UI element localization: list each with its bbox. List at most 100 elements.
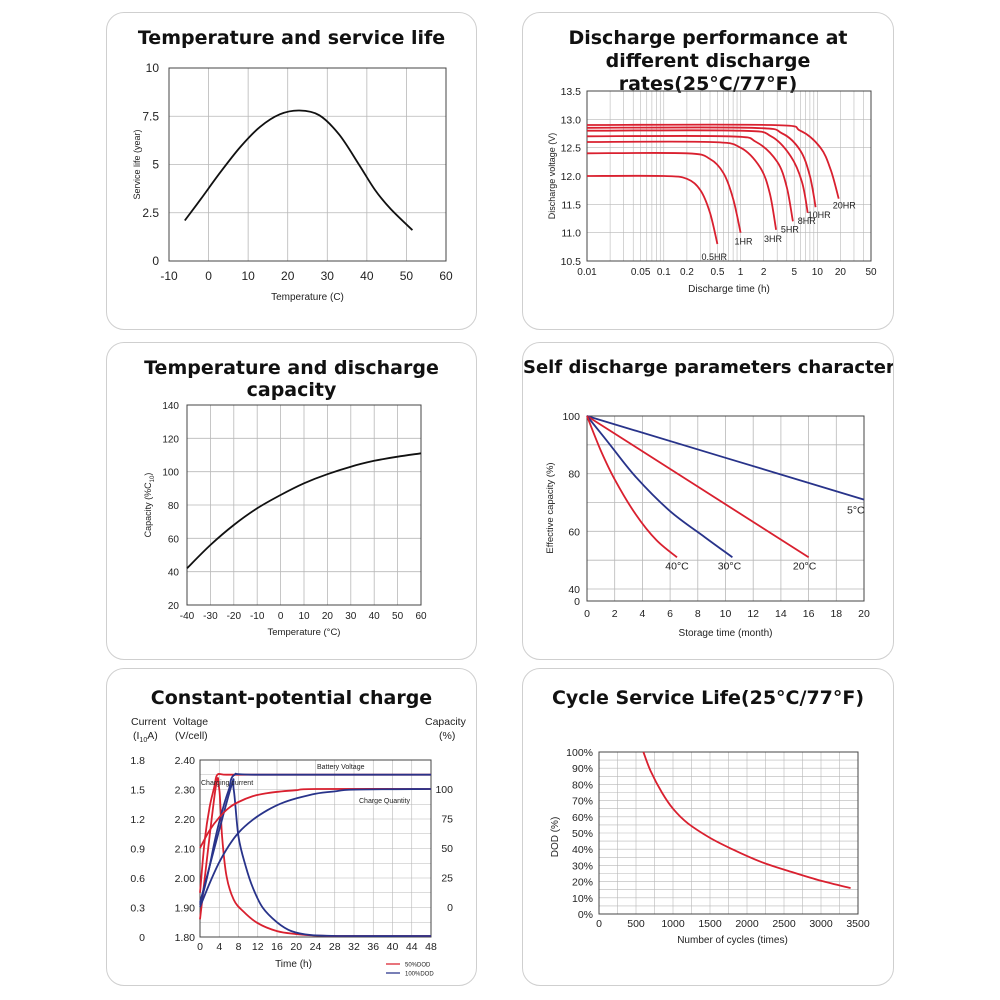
series-label: 3HR (764, 234, 783, 244)
x-tick-label: 12 (252, 941, 264, 953)
x-tick-label: 40 (387, 941, 399, 953)
plot-frame (199, 759, 432, 938)
x-tick-label: 40 (369, 611, 381, 622)
chart-card-self-discharge: Self discharge parameters characteristic… (522, 342, 894, 660)
capacity-tick-label: 0 (447, 902, 453, 914)
x-tick-label: 0.5 (710, 267, 724, 278)
x-tick-label: 0 (584, 608, 590, 620)
x-axis-label: Discharge time (h) (688, 284, 770, 295)
y-tick-label: 60% (572, 812, 593, 824)
series-label: 10HR (808, 210, 832, 220)
series-label: 20°C (793, 560, 817, 572)
plot-frame (586, 415, 865, 602)
series-label: 0.5HR (701, 252, 727, 262)
x-tick-label: 0.1 (657, 267, 671, 278)
x-tick-label: 5 (791, 267, 797, 278)
x-tick-label: 0 (205, 269, 212, 283)
x-tick-label: 10 (720, 608, 732, 620)
series-label: 1HR (735, 237, 754, 247)
series-label: 40°C (665, 560, 689, 572)
capacity-tick-label: 25 (441, 873, 453, 885)
capacity-tick-label: 50 (441, 843, 453, 855)
y-tick-label: 5 (152, 158, 159, 172)
capacity-tick-label: 100 (435, 784, 453, 796)
y-axis-label: Capacity (%C10) (143, 473, 156, 538)
y-tick-label: 11.0 (561, 228, 581, 240)
voltage-tick-label: 1.80 (175, 932, 196, 944)
x-tick-label: 60 (415, 611, 427, 622)
x-tick-label: 2000 (735, 918, 759, 930)
x-tick-label: 4 (639, 608, 645, 620)
annotation-label: Charge Quantity (359, 798, 410, 805)
x-tick-label: 16 (803, 608, 815, 620)
x-axis-label: Temperature (C) (271, 292, 344, 303)
series-line (586, 415, 678, 558)
x-tick-label: -20 (227, 611, 242, 622)
chart-discharge-capacity: -40 -30 -20 -10 0 10 20 30 40 50 60 20 40 60 80 100 120 1… (143, 401, 427, 638)
x-tick-label: 20 (322, 611, 334, 622)
y-tick-label: 50% (572, 828, 593, 840)
y-tick-label: 0% (578, 909, 593, 921)
voltage-tick-label: 2.30 (175, 785, 196, 797)
y-tick-label: 30% (572, 860, 593, 872)
x-tick-label: 0 (278, 611, 284, 622)
chart-discharge-performance: 0.01 0.05 0.1 0.2 0.5 1 2 5 10 20 50 10.5 11.0 11.5 12… (547, 86, 877, 295)
chart-card-discharge-performance: Discharge performance at different disch… (522, 12, 894, 330)
y-axis-label: Effective capacity (%) (545, 462, 556, 553)
current-tick-label: 1.2 (130, 814, 145, 826)
x-tick-label: 44 (406, 941, 418, 953)
voltage-tick-label: 1.90 (175, 903, 196, 915)
chart-title: Temperature and service life (137, 27, 446, 49)
x-tick-label: -40 (180, 611, 195, 622)
x-tick-label: 0 (596, 918, 602, 930)
y-tick-label: 13.5 (561, 86, 582, 98)
current-tick-label: 1.8 (130, 755, 145, 767)
x-tick-label: 20 (281, 269, 295, 283)
y-tick-label: 70% (572, 796, 593, 808)
y-axis-label: DOD (%) (550, 817, 561, 858)
plot-frame (598, 751, 859, 915)
x-tick-label: 14 (775, 608, 787, 620)
x-tick-label: 2 (612, 608, 618, 620)
current-tick-label: 1.5 (130, 785, 145, 797)
y-axis-label: Service life (year) (132, 129, 142, 199)
annotation-label: Battery Voltage (317, 764, 365, 771)
x-tick-label: 6 (667, 608, 673, 620)
x-tick-label: 1500 (698, 918, 722, 930)
y-tick-label: 13.0 (561, 114, 582, 126)
y-tick-label: 12.5 (561, 143, 582, 155)
legend-label: 50%DOD (405, 963, 431, 969)
chart-title: Temperature and discharge capacity (144, 357, 439, 401)
x-tick-label: 36 (367, 941, 379, 953)
x-tick-label: 1000 (661, 918, 685, 930)
y-tick-label: 40 (568, 584, 580, 596)
x-tick-label: 20 (290, 941, 302, 953)
x-tick-label: 0.05 (631, 267, 651, 278)
y-tick-label: 100 (562, 411, 580, 423)
y-tick-label: 100% (566, 747, 593, 759)
current-tick-label: 0.9 (130, 844, 145, 856)
x-tick-label: 1 (738, 267, 744, 278)
series-line (184, 109, 414, 231)
y-tick-label: 80 (568, 469, 580, 481)
y-tick-label: 100 (162, 468, 179, 479)
voltage-tick-label: 2.00 (175, 873, 196, 885)
series-line (586, 126, 817, 208)
y-tick-label: 60 (568, 526, 580, 538)
y-tick-label: 12.0 (561, 171, 582, 183)
x-tick-label: 10 (241, 269, 255, 283)
series-line (586, 415, 810, 559)
capacity-axis-header: Capacity (425, 716, 467, 728)
annotation-label: Charging current (201, 780, 253, 787)
series-line (586, 415, 733, 559)
x-tick-label: 10 (298, 611, 310, 622)
chart-title: Self discharge parameters characteristic… (523, 357, 894, 378)
current-axis-unit: (I10A) (133, 730, 158, 744)
x-tick-label: 40 (360, 269, 374, 283)
current-axis-header: Current (131, 716, 166, 728)
plot-frame (168, 67, 447, 262)
voltage-axis-header: Voltage (173, 716, 208, 728)
x-tick-label: 2500 (772, 918, 796, 930)
x-tick-label: 50 (865, 267, 877, 278)
